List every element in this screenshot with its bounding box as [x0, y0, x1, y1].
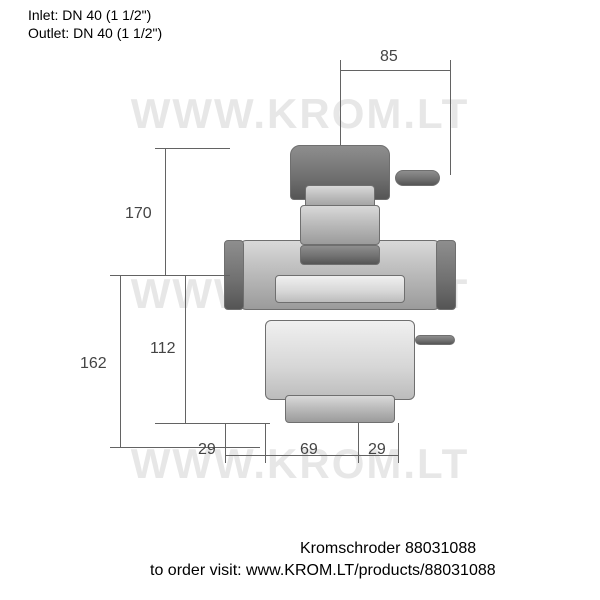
- order-prefix: to order visit:: [150, 562, 242, 579]
- dim-left-mid: 112: [150, 340, 176, 358]
- order-url[interactable]: www.KROM.LT/products/88031088: [246, 562, 496, 579]
- dim-bottom-right: 29: [368, 441, 386, 459]
- dim-left-upper: 170: [125, 205, 152, 223]
- footer-order-line: to order visit: www.KROM.LT/products/880…: [150, 562, 496, 580]
- diagram-stage: Inlet: DN 40 (1 1/2") Outlet: DN 40 (1 1…: [0, 0, 600, 600]
- product-code: 88031088: [405, 540, 476, 557]
- dim-top: 85: [380, 48, 398, 66]
- inlet-spec: Inlet: DN 40 (1 1/2"): [28, 6, 151, 24]
- brand-name: Kromschroder: [300, 540, 400, 557]
- dim-bottom-mid: 69: [300, 441, 318, 459]
- footer-brand-line: Kromschroder 88031088: [300, 540, 476, 558]
- dim-left-lower: 162: [80, 355, 107, 373]
- watermark-1: WWW.KROM.LT: [0, 90, 600, 138]
- product-illustration: [230, 145, 450, 465]
- outlet-spec: Outlet: DN 40 (1 1/2"): [28, 24, 162, 42]
- dim-bottom-left: 29: [198, 441, 216, 459]
